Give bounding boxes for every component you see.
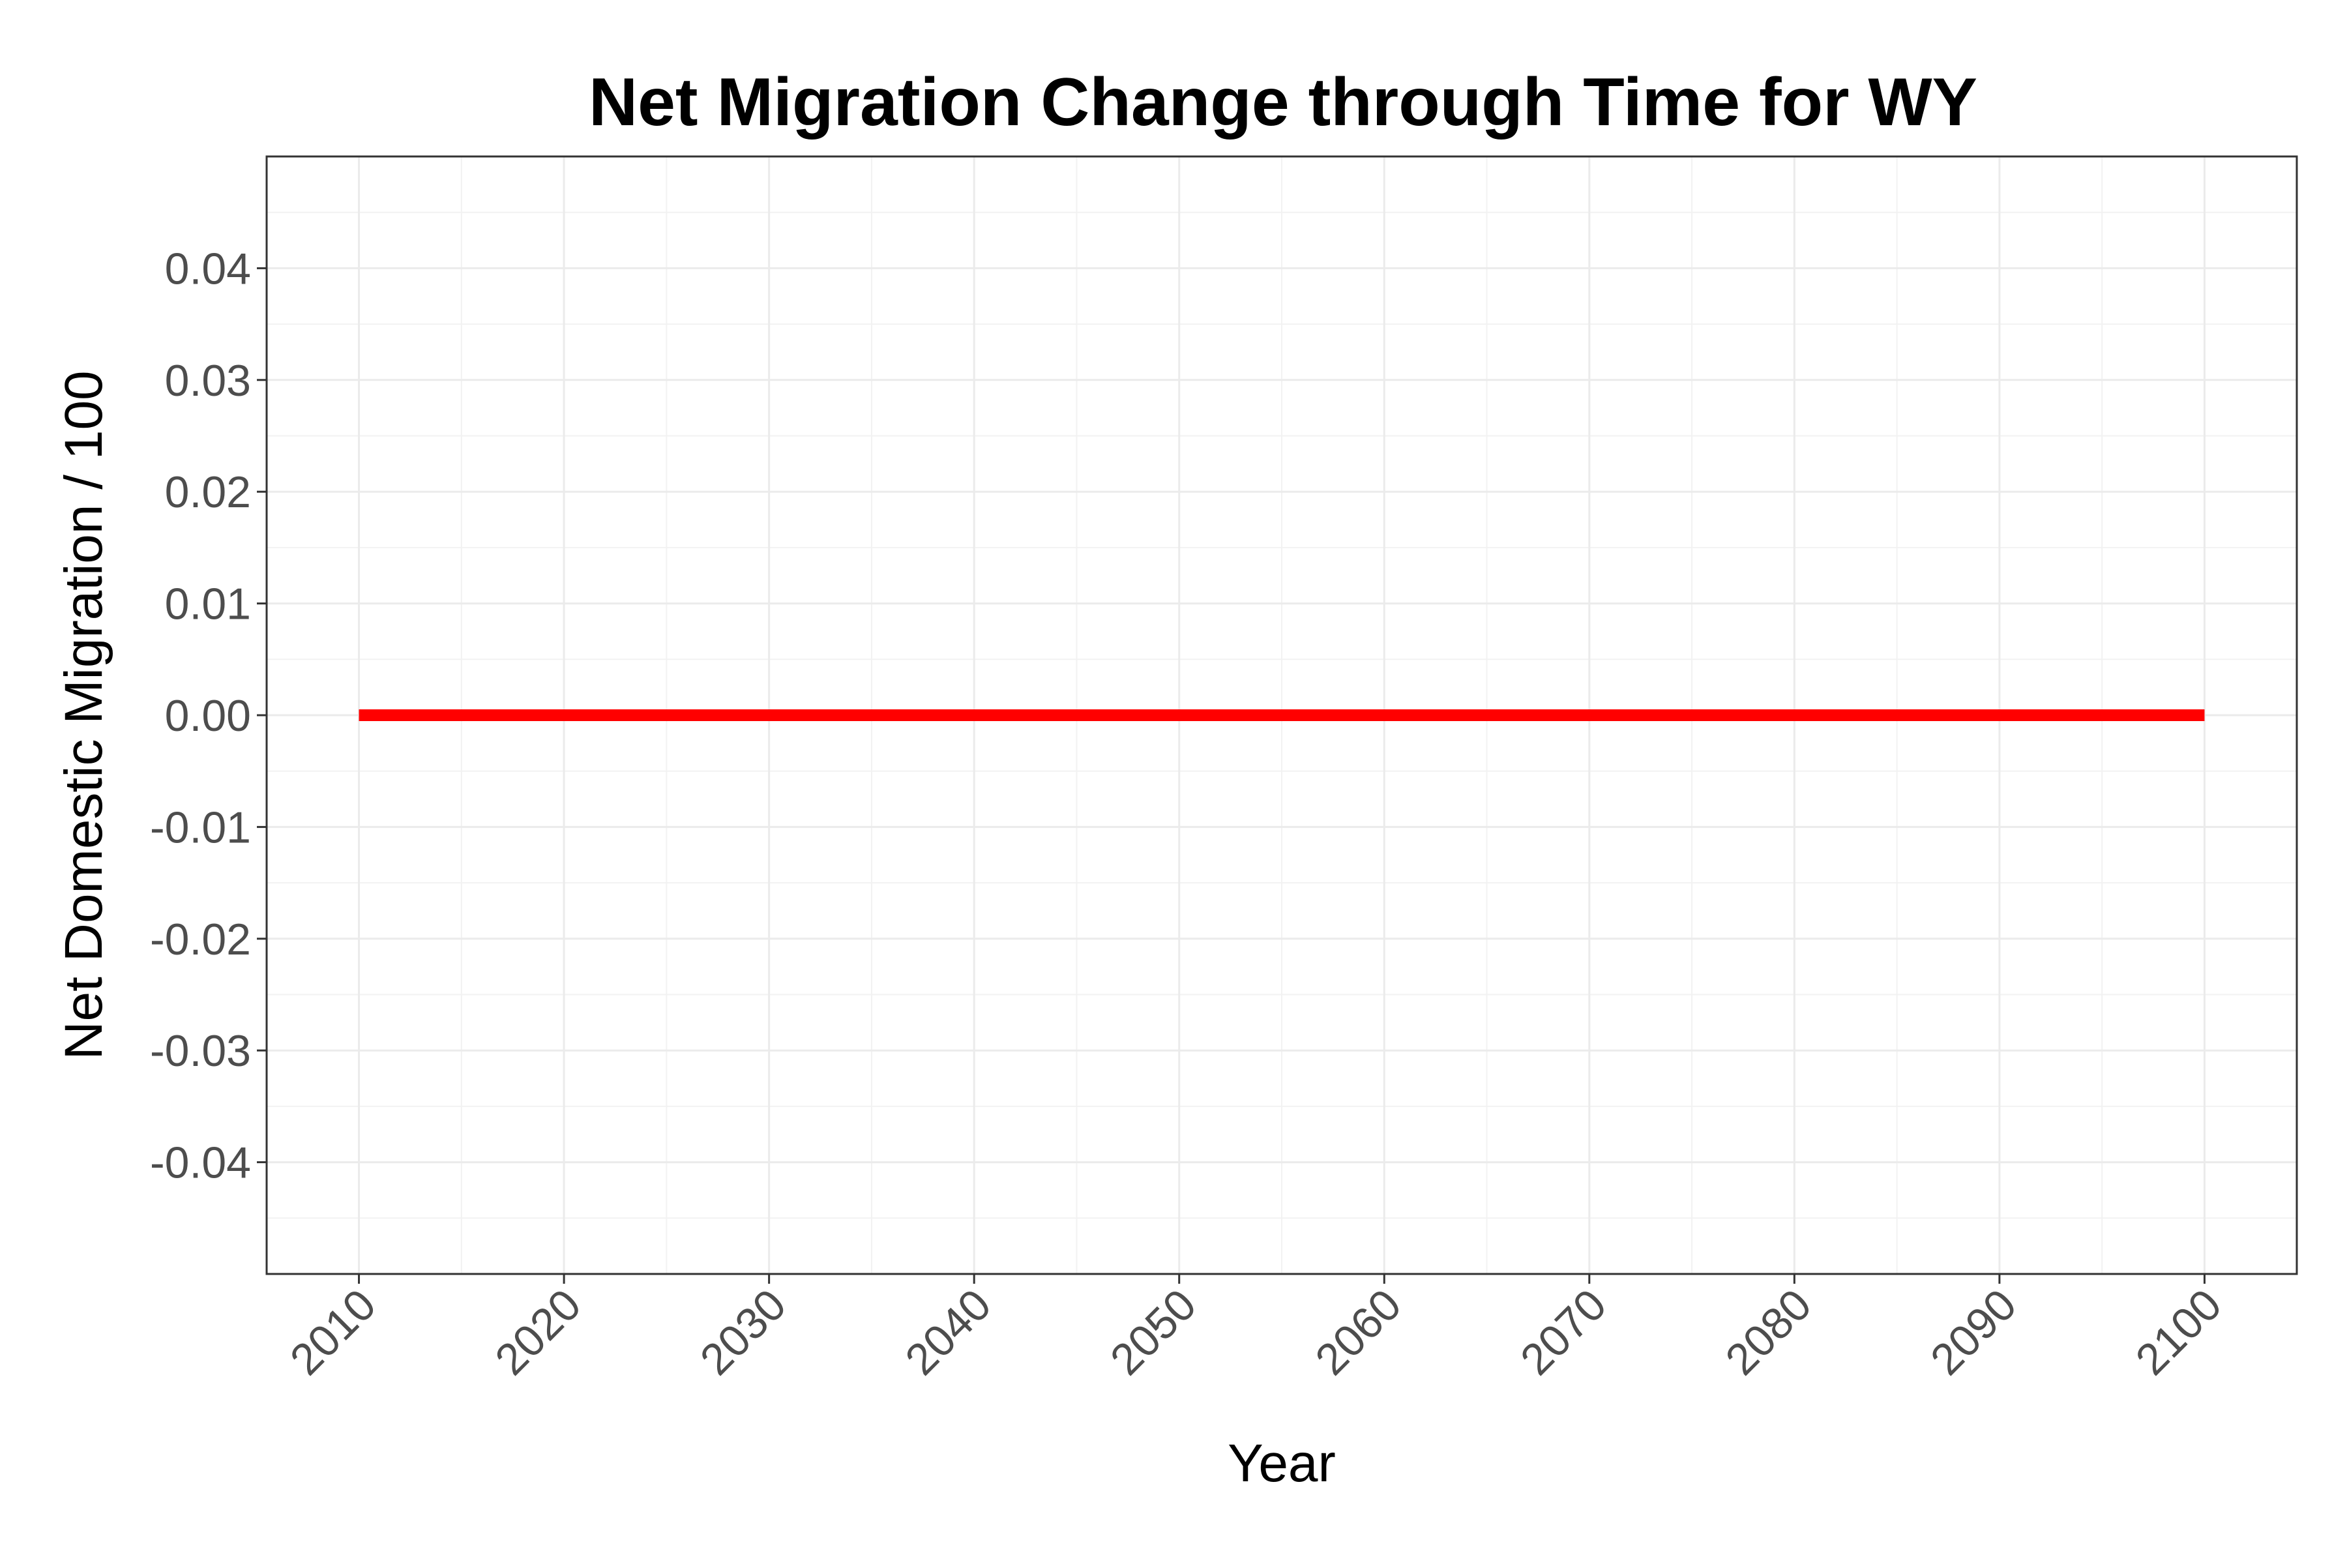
grid-minor bbox=[267, 156, 2297, 1274]
x-axis-label: Year bbox=[1228, 1434, 1336, 1493]
y-axis-ticks: -0.04 -0.03 -0.02 -0.01 0.00 0.01 0.02 0.03 0.04 bbox=[150, 244, 267, 1188]
y-tick-label: -0.01 bbox=[150, 803, 251, 852]
y-tick-label: -0.03 bbox=[150, 1026, 251, 1076]
y-tick-label: -0.04 bbox=[150, 1138, 251, 1188]
y-tick-label: 0.04 bbox=[165, 244, 251, 293]
y-tick-label: 0.01 bbox=[165, 580, 251, 629]
y-axis-label: Net Domestic Migration / 100 bbox=[54, 370, 113, 1059]
y-tick-label: 0.03 bbox=[165, 356, 251, 406]
y-tick-label: -0.02 bbox=[150, 915, 251, 964]
chart-title: Net Migration Change through Time for WY bbox=[589, 65, 1977, 140]
y-tick-label: 0.02 bbox=[165, 467, 251, 517]
y-tick-label: 0.00 bbox=[165, 691, 251, 741]
